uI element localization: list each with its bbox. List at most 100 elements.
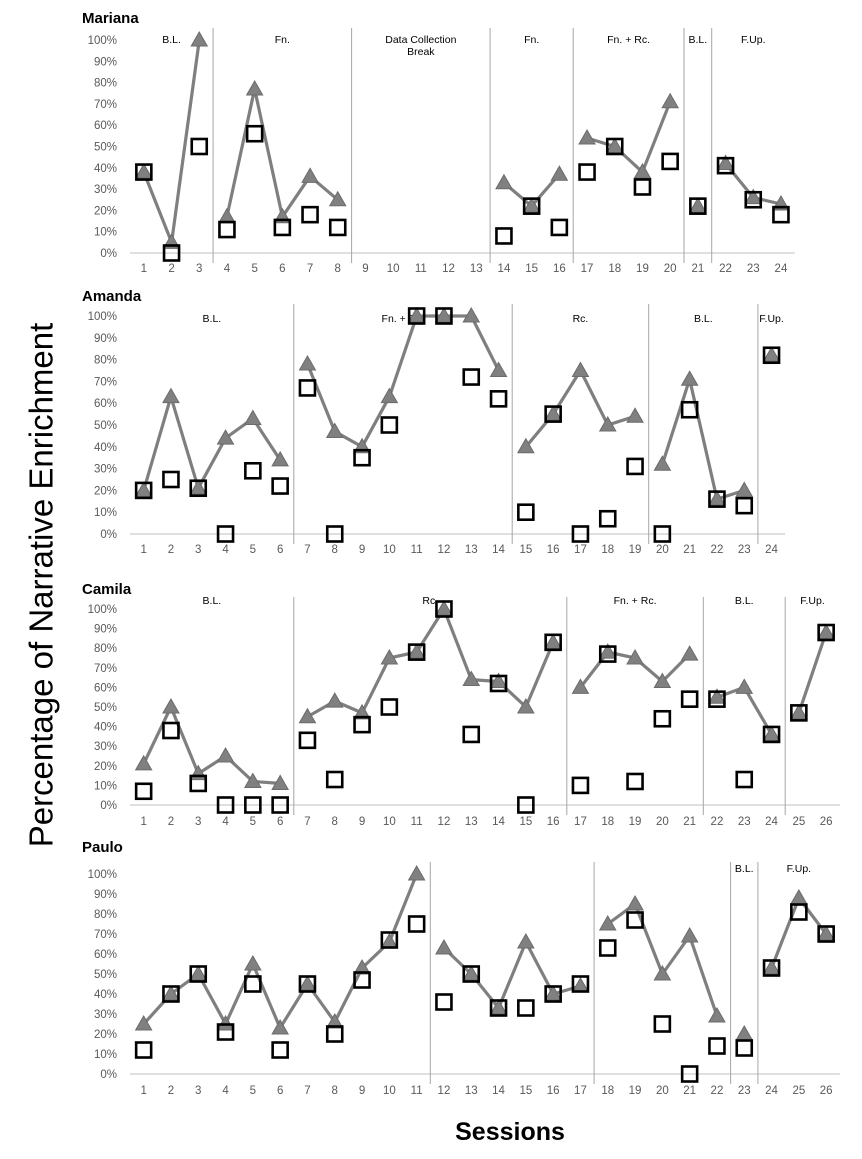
panel-1-ytick-1: 10% <box>94 227 117 239</box>
panel-1-triangle-point-5 <box>245 79 264 96</box>
panel-4-square-point-23 <box>735 1039 754 1057</box>
panel-4-triangle-point-12 <box>435 938 453 955</box>
panel-4-square-point-20 <box>653 1015 672 1033</box>
panel-1-ytick-7: 70% <box>94 99 117 111</box>
panel-4-ytick-0: 0% <box>100 1069 117 1081</box>
panel-2-square-point-17 <box>571 525 590 543</box>
panel-2-xtick-3: 3 <box>195 544 201 556</box>
panel-2-square-point-22 <box>708 490 726 508</box>
panel-2-square-point-5 <box>244 461 262 480</box>
panel-3-square-point-18 <box>598 645 617 663</box>
panel-2-xtick-9: 9 <box>359 544 365 556</box>
panel-4-title: Paulo <box>82 839 123 856</box>
panel-1-phase-label-0: B.L. <box>162 34 181 46</box>
panel-1-xtick-19: 19 <box>636 263 649 275</box>
panel-3-xtick-4: 4 <box>222 816 229 828</box>
panel-3-triangle-point-21 <box>680 645 699 661</box>
panel-3-xtick-6: 6 <box>277 816 283 828</box>
panel-4-ytick-9: 90% <box>94 889 117 901</box>
panel-2-xtick-2: 2 <box>168 544 174 556</box>
panel-4-xtick-1: 1 <box>140 1085 146 1097</box>
panel-4-xtick-19: 19 <box>629 1085 642 1097</box>
panel-1-square-point-6 <box>273 218 292 237</box>
panel-4-triangle-point-20 <box>653 964 672 981</box>
panel-1-triangle-point-21 <box>688 197 707 213</box>
panel-2-triangle-point-6 <box>271 450 290 467</box>
panel-2-ytick-2: 20% <box>94 485 117 497</box>
panel-1-xtick-7: 7 <box>307 263 313 275</box>
panel-3-ytick-10: 100% <box>88 604 117 616</box>
panel-3-square-point-26 <box>817 623 835 642</box>
panel-4-triangle-point-6 <box>271 1018 290 1035</box>
panel-4-xtick-8: 8 <box>332 1085 338 1097</box>
panel-1-series-line <box>142 39 782 244</box>
panel-2-square-point-7 <box>298 379 317 397</box>
panel-4-square-point-24 <box>762 959 781 977</box>
panel-1-square-point-4 <box>218 220 236 239</box>
panel-3-ytick-7: 70% <box>94 663 117 675</box>
panel-3-xtick-26: 26 <box>820 816 833 828</box>
panel-4-triangle-point-26 <box>817 924 836 941</box>
panel-3-square-point-13 <box>462 725 481 744</box>
panel-2-square-point-1 <box>134 481 153 500</box>
panel-4-ytick-6: 60% <box>94 949 117 961</box>
panel-2-square-point-20 <box>653 525 672 543</box>
panel-4-xtick-20: 20 <box>656 1085 669 1097</box>
panel-1-xtick-10: 10 <box>387 263 400 275</box>
panel-4-xtick-25: 25 <box>792 1085 805 1097</box>
panel-3-xtick-18: 18 <box>601 816 614 828</box>
panel-1-xtick-16: 16 <box>553 263 566 275</box>
panel-4-triangle-point-15 <box>516 932 535 949</box>
panel-4-xtick-24: 24 <box>765 1085 778 1097</box>
panel-3-square-point-6 <box>271 796 289 814</box>
panel-3-triangle-point-7 <box>298 707 317 724</box>
panel-3-triangle-point-15 <box>516 697 535 714</box>
panel-4-ytick-1: 10% <box>94 1049 117 1061</box>
panel-3-ytick-3: 30% <box>94 741 117 753</box>
panel-3-triangle-point-25 <box>789 703 808 720</box>
panel-4-xtick-15: 15 <box>519 1085 532 1097</box>
panel-3-triangle-point-18 <box>598 643 617 659</box>
panel-4-triangle-point-22 <box>708 1006 726 1023</box>
panel-1-triangle-point-18 <box>605 137 624 153</box>
panel-4-xtick-14: 14 <box>492 1085 505 1097</box>
panel-3-square-point-24 <box>762 725 781 744</box>
panel-2-square-point-24 <box>762 346 781 365</box>
panel-4-square-point-25 <box>790 903 808 921</box>
panel-3-triangle-point-14 <box>489 672 508 689</box>
panel-2-xtick-17: 17 <box>574 544 587 556</box>
panel-1-title: Mariana <box>82 10 139 27</box>
panel-3-triangle-point-5 <box>243 772 262 788</box>
panel-1-phase-label-4: Fn. + Rc. <box>607 34 650 46</box>
panel-1-ytick-2: 20% <box>94 205 117 217</box>
panel-4-square-point-10 <box>380 931 399 949</box>
panel-1-ytick-5: 50% <box>94 142 117 154</box>
y-axis-title: Percentage of Narrative Enrichment <box>14 285 68 885</box>
panel-3-triangle-point-9 <box>353 703 371 720</box>
panel-1-ytick-4: 40% <box>94 163 117 175</box>
panel-4-triangle-point-19 <box>626 894 644 911</box>
panel-2-triangle-point-17 <box>571 361 590 377</box>
panel-1-xtick-11: 11 <box>415 263 427 275</box>
panel-2-ytick-6: 60% <box>94 398 117 410</box>
panel-4-triangle-point-4 <box>216 1014 235 1031</box>
panel-3-xtick-15: 15 <box>519 816 532 828</box>
panel-4-xtick-17: 17 <box>574 1085 587 1097</box>
panel-4-triangle-point-9 <box>353 958 371 975</box>
panel-1-triangle-point-15 <box>522 197 541 213</box>
panel-3-xtick-19: 19 <box>629 816 642 828</box>
panel-1-xtick-20: 20 <box>664 263 677 275</box>
panel-4-xtick-18: 18 <box>601 1085 614 1097</box>
panel-4-square-point-18 <box>598 939 617 957</box>
panel-4-square-point-14 <box>489 999 508 1017</box>
panel-4-triangle-point-10 <box>380 932 399 949</box>
panel-4-triangle-point-24 <box>762 958 781 975</box>
panel-1-xtick-6: 6 <box>279 263 285 275</box>
panel-3-triangle-point-10 <box>380 648 399 665</box>
panel-4-xtick-10: 10 <box>383 1085 396 1097</box>
panel-1-xtick-2: 2 <box>168 263 174 275</box>
panel-4-square-point-26 <box>817 925 835 943</box>
panel-1-square-point-23 <box>744 190 763 209</box>
